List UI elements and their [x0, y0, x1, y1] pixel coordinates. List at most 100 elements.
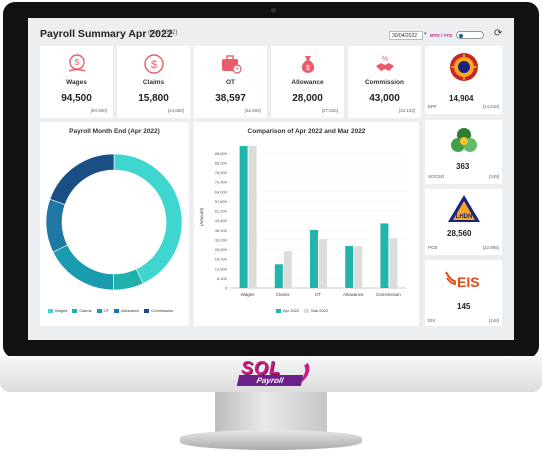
x-tick-label: Commission — [376, 292, 401, 297]
svg-text:EIS: EIS — [457, 274, 480, 290]
legend-swatch — [72, 308, 78, 313]
period-toggle[interactable] — [456, 31, 484, 39]
dollar-icon: $ — [143, 54, 164, 74]
side-card-eis[interactable]: EIS 145 EIS [148] — [425, 260, 502, 326]
logo-sql-text: SQL — [240, 358, 281, 378]
kpi-previous: [24,682] — [167, 108, 184, 113]
kpi-value: 15,800 — [138, 93, 169, 104]
logo-payroll-text: Payroll — [236, 375, 304, 386]
comparison-period: (Mar 2022) — [148, 30, 178, 36]
donut-slice-commission[interactable] — [49, 153, 115, 205]
y-tick-label: 51,200 — [215, 209, 228, 214]
y-tick-label: 83,200 — [215, 160, 228, 165]
kpi-card-commission[interactable]: % Commission 43,000 [33,133] — [348, 46, 421, 118]
side-label: SOCSO — [428, 174, 445, 179]
camera-dot — [271, 8, 276, 13]
y-tick-label: 89,600 — [215, 151, 228, 156]
legend-label: Wages — [55, 308, 68, 313]
kpi-card-ot[interactable]: OT 38,597 [32,606] — [194, 46, 267, 118]
legend-label: Commission — [151, 308, 174, 313]
y-tick-label: 64,000 — [215, 189, 228, 194]
legend-label: Mar 2022 — [311, 308, 329, 313]
kpi-previous: [33,133] — [398, 108, 415, 113]
briefcase-clock-icon — [221, 55, 242, 74]
legend-item[interactable]: Apr 2022 — [276, 308, 299, 313]
bar-legend: Apr 2022 Mar 2022 — [276, 308, 328, 313]
bar-chart-card: Comparison of Apr 2022 and Mar 2022 (Amo… — [194, 122, 419, 326]
y-tick-label: 57,600 — [215, 199, 228, 204]
side-previous: [14,018] — [482, 104, 499, 109]
chevron-down-icon[interactable]: ▾ — [424, 31, 427, 37]
y-tick-label: 6,400 — [217, 276, 228, 281]
svg-text:$: $ — [150, 59, 156, 71]
monitor-stand-neck — [215, 392, 327, 436]
side-card-pcb[interactable]: LHDN 28,560 PCB [22,885] — [425, 189, 502, 255]
kpi-value: 43,000 — [369, 93, 400, 104]
bar-wages-mar[interactable] — [248, 146, 257, 288]
kpi-previous: [27,825] — [321, 108, 338, 113]
donut-slice-allowance[interactable] — [45, 198, 68, 253]
legend-item[interactable]: Commission — [144, 308, 173, 313]
y-tick-label: 12,800 — [215, 266, 228, 271]
bar-allowance-apr[interactable] — [345, 245, 354, 288]
bar-wages-apr[interactable] — [239, 146, 248, 288]
legend-item[interactable]: OT — [96, 308, 109, 313]
eis-logo-icon: EIS — [445, 271, 480, 290]
donut-chart — [45, 153, 183, 291]
legend-swatch — [144, 308, 150, 313]
bar-chart: (Amount) 0 6,400 12,800 19,200 25,600 32,000 38… — [199, 146, 406, 297]
legend-label: Apr 2022 — [283, 308, 300, 313]
side-previous: [349] — [488, 174, 499, 179]
date-picker[interactable]: 30/04/2022 — [389, 31, 423, 40]
bar-ot-apr[interactable] — [310, 230, 318, 288]
kpi-label: Wages — [66, 79, 87, 86]
bar-chart-title: Comparison of Apr 2022 and Mar 2022 — [247, 128, 366, 135]
y-tick-label: 25,600 — [215, 247, 228, 252]
legend-item[interactable]: Wages — [48, 308, 67, 313]
kpi-previous: [32,606] — [244, 108, 261, 113]
legend-item[interactable]: Claims — [72, 308, 92, 313]
legend-item[interactable]: Mar 2022 — [304, 308, 328, 313]
kpi-previous: [94,500] — [90, 108, 107, 113]
bar-claims-apr[interactable] — [274, 264, 283, 288]
legend-swatch — [48, 308, 53, 313]
side-value: 363 — [456, 162, 470, 171]
y-tick-label: 0 — [225, 286, 228, 291]
dashboard-screen: Payroll Summary Apr 2022 (Mar 2022) 30/0… — [28, 18, 514, 340]
bar-allowance-mar[interactable] — [354, 246, 363, 288]
donut-slice-wages[interactable] — [113, 153, 183, 284]
legend-label: Claims — [79, 308, 92, 313]
y-axis-label: (Amount) — [199, 207, 204, 226]
legend-item[interactable]: Allowance — [114, 308, 139, 313]
page-title: Payroll Summary Apr 2022 — [40, 28, 173, 40]
donut-slice-ot[interactable] — [52, 244, 114, 291]
side-value: 145 — [457, 302, 471, 311]
svg-text:%: % — [381, 56, 387, 63]
y-tick-label: 44,800 — [215, 218, 228, 223]
donut-legend: Wages Claims OT Allowance Commission — [48, 308, 173, 313]
kpi-card-wages[interactable]: $ Wages 94,500 [94,500] — [40, 46, 113, 118]
bar-claims-mar[interactable] — [283, 250, 292, 288]
dashboard-header: Payroll Summary Apr 2022 (Mar 2022) 30/0… — [28, 18, 514, 46]
y-tick-label: 76,800 — [215, 170, 228, 175]
kpi-card-claims[interactable]: $ Claims 15,800 [24,682] — [117, 46, 190, 118]
toggle-knob — [459, 34, 463, 38]
handshake-icon: % — [375, 56, 394, 71]
side-card-epf[interactable]: 14,904 EPF [14,018] — [425, 46, 502, 114]
wages-icon: $ — [68, 54, 85, 72]
legend-swatch — [96, 308, 102, 313]
money-bag-icon: $ — [301, 56, 314, 73]
bar-commission-mar[interactable] — [389, 238, 398, 288]
side-previous: [22,885] — [482, 245, 499, 250]
refresh-icon[interactable]: ⟳ — [494, 28, 503, 39]
bar-ot-mar[interactable] — [319, 239, 327, 288]
side-label: PCB — [428, 245, 438, 250]
monitor-stand-base — [180, 430, 362, 450]
bar-commission-apr[interactable] — [380, 223, 389, 288]
kpi-card-allowance[interactable]: $ Allowance 28,000 [27,825] — [271, 46, 344, 118]
side-previous: [148] — [488, 318, 499, 323]
period-mode-label: MTD / YTD — [430, 33, 453, 38]
side-value: 14,904 — [449, 94, 474, 103]
legend-swatch — [304, 308, 310, 313]
side-card-socso[interactable]: 363 SOCSO [349] — [425, 120, 502, 184]
